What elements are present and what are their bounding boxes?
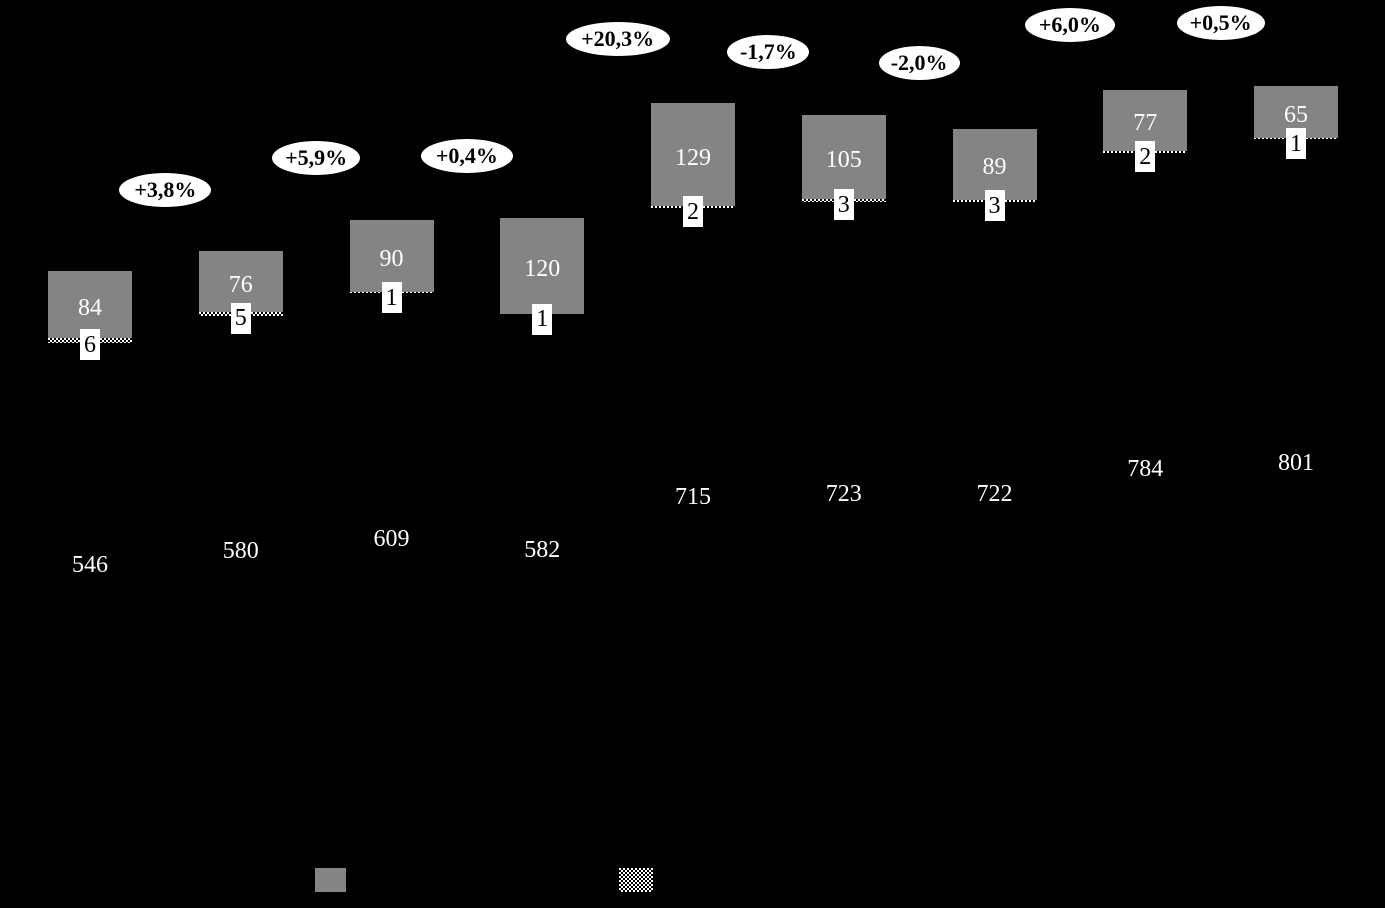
growth-badge: +6,0% <box>1024 8 1115 42</box>
bar-hatched-value: 1 <box>532 303 553 335</box>
bar-hatched-value: 2 <box>1135 141 1156 173</box>
bar-base-value: 582 <box>524 537 561 564</box>
bar-gray-value: 84 <box>78 294 102 321</box>
bar-base-value: 715 <box>675 484 711 510</box>
bar-gray-value: 76 <box>228 271 253 298</box>
bar-gray-segment: 120 <box>500 217 585 314</box>
bar-hatched-value: 1 <box>381 282 402 313</box>
bar-gray-segment: 76 <box>198 251 283 312</box>
bar-gray-segment: 105 <box>801 115 886 200</box>
legend-swatch-hatched-series <box>619 868 653 892</box>
bar-base-segment: 801 <box>1254 139 1338 780</box>
bar-gray-value: 90 <box>379 246 404 272</box>
bar-gray-value: 105 <box>825 147 862 174</box>
bar-hatched-value: 2 <box>683 196 703 228</box>
growth-badge: -1,7% <box>727 35 810 69</box>
bar-gray-segment: 90 <box>349 220 434 292</box>
bar-gray-value: 120 <box>524 255 561 282</box>
bar-hatched-value: 3 <box>984 190 1005 221</box>
bar-base-segment: 784 <box>1103 152 1188 780</box>
bar-base-segment: 722 <box>952 202 1037 780</box>
bar-base-segment: 582 <box>500 314 585 780</box>
growth-badge: +5,9% <box>272 141 361 175</box>
bar-gray-segment: 129 <box>651 103 735 207</box>
bar-hatched-value: 3 <box>833 189 854 221</box>
growth-badge: +3,8% <box>119 173 212 207</box>
bar-hatched-value: 5 <box>230 302 251 334</box>
bar-base-segment: 546 <box>48 343 132 780</box>
growth-badge: +20,3% <box>565 22 670 56</box>
bar-base-value: 784 <box>1127 456 1164 483</box>
bar-gray-segment: 89 <box>952 128 1037 200</box>
bar-gray-value: 65 <box>1284 102 1308 129</box>
growth-badge: -2,0% <box>878 46 960 80</box>
bar-gray-value: 89 <box>982 154 1007 181</box>
bar-base-segment: 609 <box>349 292 434 780</box>
bar-base-value: 723 <box>825 480 862 507</box>
bar-base-segment: 580 <box>198 316 283 780</box>
bar-hatched-value: 1 <box>1286 128 1306 160</box>
bar-gray-value: 77 <box>1133 110 1158 137</box>
bar-hatched-value: 6 <box>80 329 100 361</box>
bar-gray-value: 129 <box>675 144 711 171</box>
bar-base-value: 546 <box>72 551 108 578</box>
bar-base-segment: 723 <box>801 201 886 780</box>
growth-badge: +0,4% <box>420 139 513 173</box>
bar-base-value: 609 <box>373 526 410 553</box>
bar-gray-segment: 84 <box>48 271 132 339</box>
bar-base-segment: 715 <box>651 208 735 780</box>
growth-badge: +0,5% <box>1176 6 1265 40</box>
bar-base-value: 580 <box>222 538 259 564</box>
legend-swatch-gray-series <box>315 868 346 892</box>
bar-base-value: 722 <box>976 481 1013 508</box>
bar-gray-segment: 77 <box>1103 89 1188 152</box>
bar-base-value: 801 <box>1278 449 1314 476</box>
